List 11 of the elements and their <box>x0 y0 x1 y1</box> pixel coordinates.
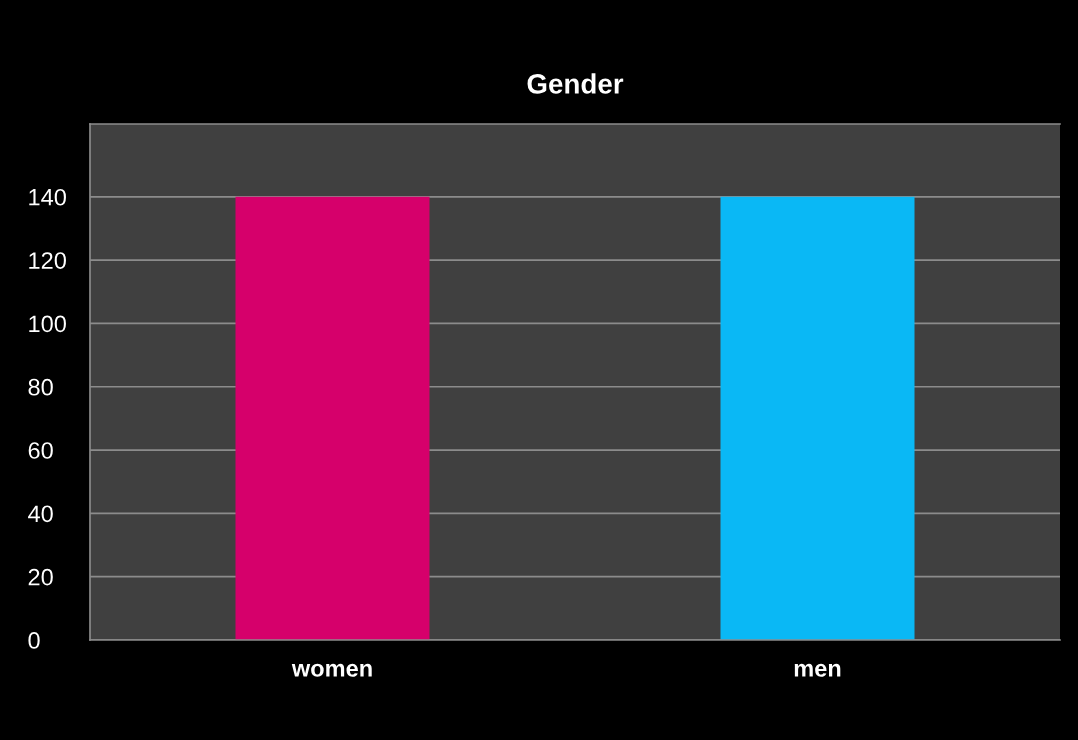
y-tick-label: 80 <box>28 378 53 396</box>
y-tick-label: 120 <box>29 252 66 269</box>
y-tick-label: 60 <box>28 442 53 459</box>
x-tick-label: men <box>794 663 841 677</box>
y-tick-label: 20 <box>28 568 53 586</box>
y-tick-label: 0 <box>28 632 40 649</box>
y-tick-label: 100 <box>29 315 66 333</box>
x-tick-label: women <box>291 663 372 677</box>
y-tick-label: 40 <box>28 505 53 523</box>
y-tick-label: 140 <box>29 188 66 206</box>
chart-title: Gender <box>527 73 624 94</box>
